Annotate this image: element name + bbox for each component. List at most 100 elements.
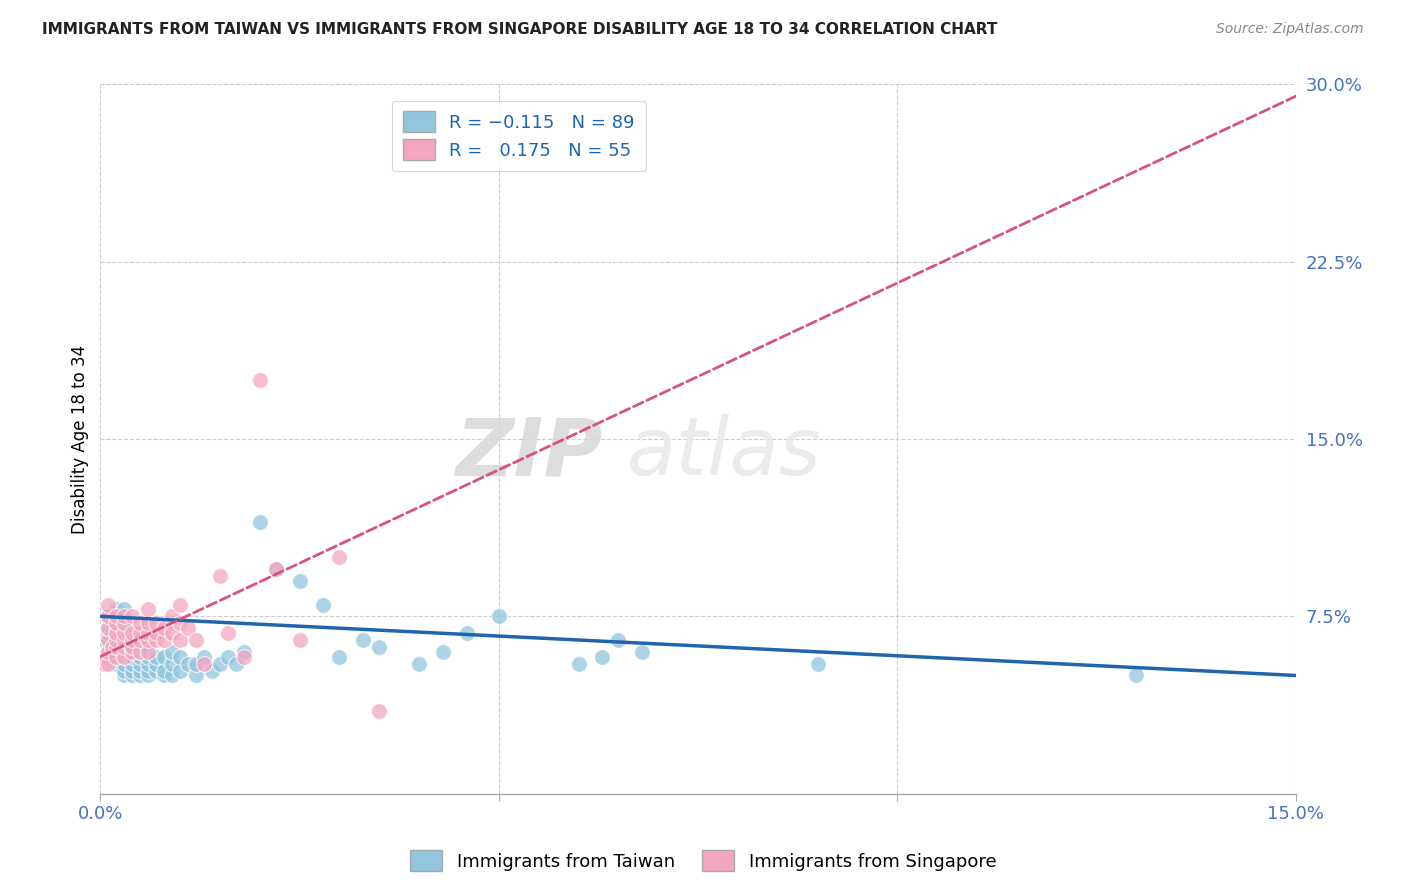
Point bbox=[97, 609, 120, 624]
Point bbox=[105, 609, 128, 624]
Point bbox=[607, 632, 630, 647]
Point bbox=[201, 664, 224, 678]
Point bbox=[105, 645, 128, 659]
Point bbox=[97, 645, 120, 659]
Point bbox=[112, 649, 135, 664]
Point bbox=[153, 668, 176, 682]
Point bbox=[117, 649, 139, 664]
Point bbox=[97, 657, 120, 671]
Point bbox=[105, 616, 128, 631]
Point bbox=[232, 649, 254, 664]
Text: ZIP: ZIP bbox=[456, 414, 602, 492]
Point bbox=[112, 616, 135, 631]
Point bbox=[112, 616, 135, 631]
Point bbox=[368, 704, 391, 718]
Point bbox=[112, 649, 135, 664]
Point bbox=[105, 616, 128, 631]
Point bbox=[105, 602, 128, 616]
Point bbox=[112, 657, 135, 671]
Point bbox=[105, 649, 128, 664]
Point bbox=[112, 626, 135, 640]
Point bbox=[105, 657, 128, 671]
Point bbox=[184, 657, 207, 671]
Point bbox=[129, 664, 152, 678]
Point bbox=[105, 640, 128, 654]
Point bbox=[112, 609, 135, 624]
Text: Source: ZipAtlas.com: Source: ZipAtlas.com bbox=[1216, 22, 1364, 37]
Point bbox=[97, 598, 120, 612]
Point bbox=[129, 657, 152, 671]
Point bbox=[136, 616, 159, 631]
Point bbox=[110, 645, 132, 659]
Point bbox=[121, 640, 143, 654]
Point bbox=[145, 632, 167, 647]
Point bbox=[368, 640, 391, 654]
Point bbox=[208, 569, 231, 583]
Point bbox=[112, 621, 135, 635]
Point bbox=[456, 626, 478, 640]
Point bbox=[591, 649, 613, 664]
Point bbox=[169, 649, 191, 664]
Point bbox=[136, 645, 159, 659]
Point bbox=[169, 598, 191, 612]
Point bbox=[121, 649, 143, 664]
Point bbox=[105, 621, 128, 635]
Point bbox=[193, 657, 215, 671]
Point bbox=[177, 657, 200, 671]
Point bbox=[488, 609, 510, 624]
Point bbox=[136, 664, 159, 678]
Point bbox=[807, 657, 830, 671]
Point bbox=[177, 621, 200, 635]
Point bbox=[112, 640, 135, 654]
Point bbox=[145, 657, 167, 671]
Point bbox=[129, 649, 152, 664]
Point bbox=[193, 649, 215, 664]
Point bbox=[121, 645, 143, 659]
Point bbox=[112, 640, 135, 654]
Point bbox=[121, 640, 143, 654]
Point bbox=[105, 649, 128, 664]
Point bbox=[169, 632, 191, 647]
Point bbox=[208, 657, 231, 671]
Point bbox=[112, 664, 135, 678]
Point bbox=[153, 664, 176, 678]
Point bbox=[160, 668, 183, 682]
Point bbox=[136, 649, 159, 664]
Point bbox=[121, 626, 143, 640]
Point bbox=[264, 562, 287, 576]
Point bbox=[112, 645, 135, 659]
Legend: Immigrants from Taiwan, Immigrants from Singapore: Immigrants from Taiwan, Immigrants from … bbox=[402, 843, 1004, 879]
Point bbox=[93, 657, 115, 671]
Point bbox=[112, 632, 135, 647]
Point bbox=[112, 609, 135, 624]
Point bbox=[121, 609, 143, 624]
Point bbox=[121, 632, 143, 647]
Point bbox=[1125, 668, 1147, 682]
Point bbox=[225, 657, 247, 671]
Point bbox=[97, 626, 120, 640]
Point bbox=[105, 609, 128, 624]
Point bbox=[105, 640, 128, 654]
Point bbox=[121, 668, 143, 682]
Point bbox=[121, 657, 143, 671]
Point bbox=[153, 649, 176, 664]
Point bbox=[408, 657, 430, 671]
Point bbox=[121, 626, 143, 640]
Point bbox=[145, 616, 167, 631]
Point bbox=[97, 621, 120, 635]
Point bbox=[129, 645, 152, 659]
Point bbox=[93, 632, 115, 647]
Point bbox=[136, 668, 159, 682]
Point bbox=[129, 668, 152, 682]
Point bbox=[145, 649, 167, 664]
Point bbox=[129, 632, 152, 647]
Point bbox=[567, 657, 589, 671]
Point bbox=[101, 640, 124, 654]
Point bbox=[136, 657, 159, 671]
Point bbox=[352, 632, 374, 647]
Point bbox=[97, 632, 120, 647]
Point bbox=[184, 632, 207, 647]
Point bbox=[105, 632, 128, 647]
Point bbox=[129, 645, 152, 659]
Y-axis label: Disability Age 18 to 34: Disability Age 18 to 34 bbox=[72, 344, 89, 533]
